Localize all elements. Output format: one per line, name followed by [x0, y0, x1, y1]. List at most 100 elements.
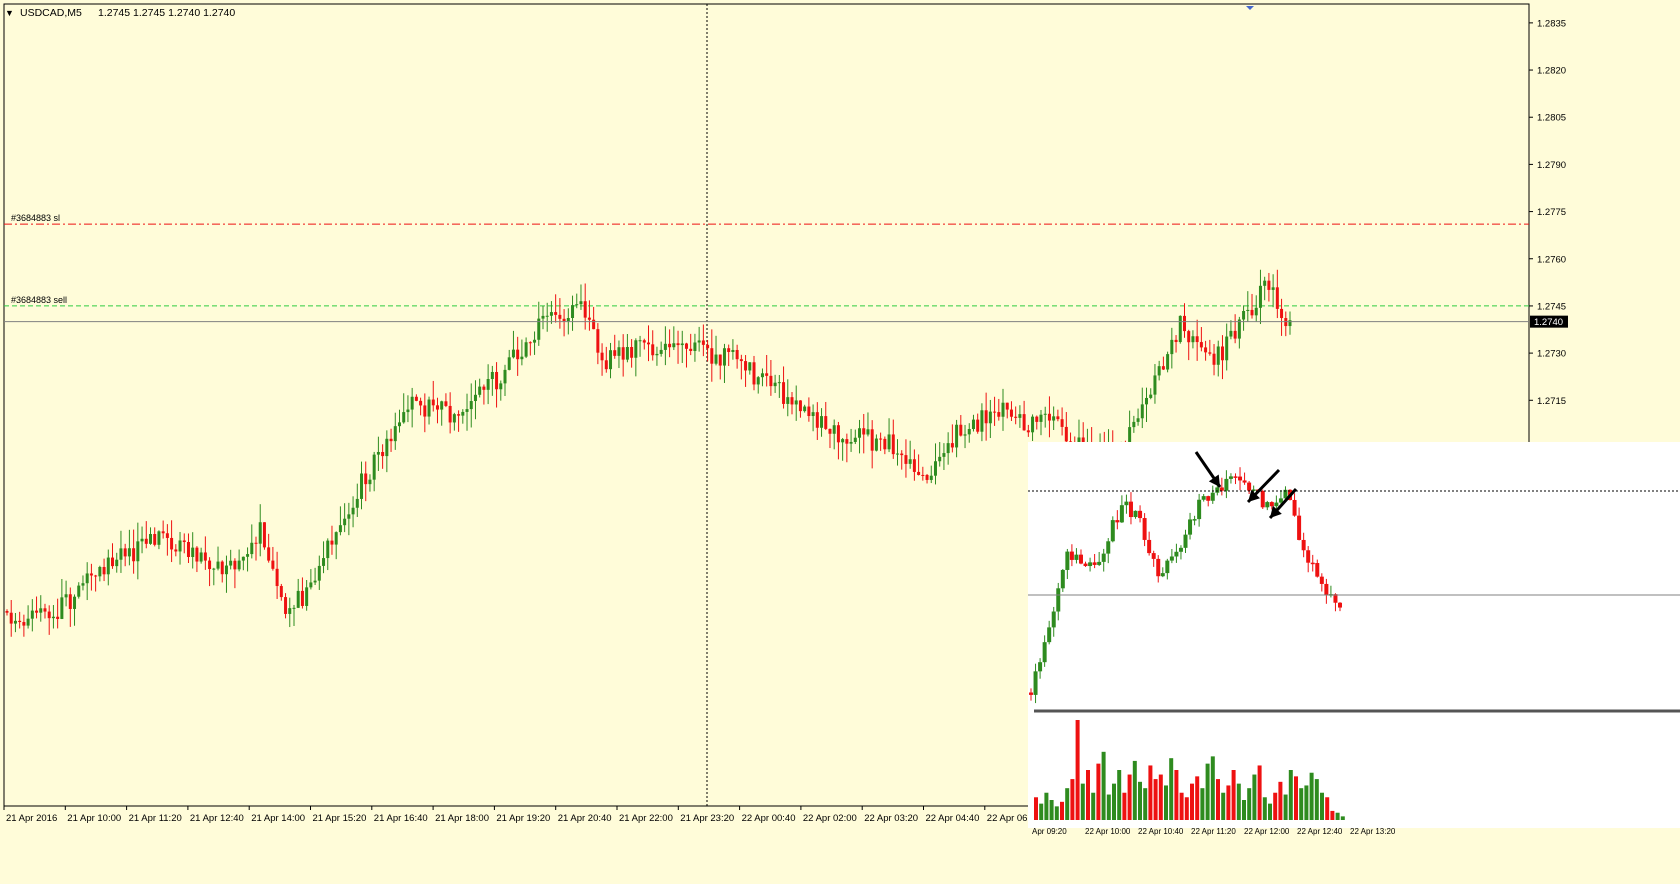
candle-body — [461, 411, 465, 416]
time-tick-label: 22 Apr 04:40 — [926, 813, 980, 824]
candle-body — [925, 474, 929, 480]
candle-body — [647, 342, 650, 345]
candle-body — [571, 305, 575, 319]
inset-candle-body — [1242, 480, 1247, 483]
candle-body — [1018, 414, 1022, 418]
volume-bar — [1039, 803, 1044, 820]
arrow-head — [1248, 489, 1260, 502]
candle-body — [642, 340, 646, 343]
candle-body — [174, 549, 178, 552]
candle-body — [305, 587, 309, 606]
time-tick-label: 21 Apr 22:00 — [619, 813, 673, 824]
candle-body — [195, 547, 199, 562]
candle-body — [136, 541, 140, 562]
candle-body — [85, 573, 89, 584]
candle-body — [933, 461, 937, 476]
candle-body — [1140, 404, 1144, 419]
candle-body — [254, 542, 258, 544]
candle-body — [1043, 413, 1047, 415]
candle-body — [376, 451, 380, 455]
candle-body — [832, 425, 836, 434]
candle-body — [756, 377, 760, 385]
time-tick-label: 21 Apr 23:20 — [680, 813, 734, 824]
candle-body — [258, 522, 262, 544]
volume-bar — [1278, 781, 1283, 820]
candle-body — [13, 620, 17, 624]
scroll-marker-icon[interactable] — [1246, 6, 1254, 10]
annotation-arrow — [1246, 468, 1281, 504]
candle-body — [710, 348, 714, 364]
candle-body — [1271, 287, 1275, 290]
price-tick-label: 1.2745 — [1537, 301, 1566, 312]
candle-body — [490, 371, 494, 380]
candle-body — [541, 315, 545, 319]
volume-bar — [1325, 797, 1330, 820]
candle-body — [735, 349, 739, 360]
inset-candle-body — [1056, 588, 1061, 612]
volume-bar — [1153, 779, 1158, 820]
inset-candle-body — [1192, 519, 1197, 521]
candle-body — [1225, 336, 1229, 361]
inset-candle-body — [1269, 502, 1274, 507]
inset-candle-body — [1128, 501, 1133, 518]
candle-body — [533, 339, 537, 343]
time-tick-label: 22 Apr 02:00 — [803, 813, 857, 824]
candle-body — [769, 375, 773, 387]
candle-body — [1170, 339, 1174, 355]
main-price-chart[interactable]: #3684883 sl #3684883 sell — [3, 3, 1530, 807]
inset-candle-body — [1029, 692, 1033, 695]
candle-body — [216, 561, 220, 569]
time-tick-label: 21 Apr 16:40 — [374, 813, 428, 824]
candle-body — [638, 340, 642, 342]
candle-body — [402, 412, 406, 423]
candle-body — [144, 538, 148, 544]
candle-body — [1035, 416, 1039, 422]
candle-body — [98, 566, 102, 577]
candle-body — [777, 382, 781, 384]
candle-body — [625, 347, 629, 360]
volume-bar — [1257, 765, 1262, 820]
inset-candle-body — [1147, 539, 1152, 554]
candle-body — [157, 531, 161, 545]
candle-body — [1174, 339, 1178, 343]
volume-bar — [1309, 772, 1314, 820]
candle-body — [794, 400, 798, 405]
candle-body — [381, 451, 385, 457]
candle-body — [587, 317, 591, 320]
candle-body — [929, 475, 933, 480]
time-tick-label: 21 Apr 2016 — [6, 813, 57, 824]
time-tick-label: 21 Apr 11:20 — [129, 813, 182, 824]
candle-body — [917, 471, 921, 475]
candle-body — [414, 396, 418, 401]
candle-body — [148, 534, 152, 544]
candle-body — [663, 343, 667, 350]
candle-body — [853, 437, 857, 442]
volume-bar — [1091, 792, 1096, 820]
candle-body — [1039, 414, 1043, 422]
candle-body — [609, 350, 613, 370]
arrow-head — [1208, 474, 1220, 487]
candle-body — [950, 443, 954, 448]
volume-bar — [1106, 794, 1111, 820]
inset-candle-body — [1306, 550, 1311, 563]
inset-time-label: 22 Apr 10:40 — [1138, 827, 1184, 836]
volume-bar — [1034, 797, 1038, 820]
time-tick-label: 21 Apr 14:00 — [251, 813, 305, 824]
inset-candle-body — [1310, 562, 1315, 565]
candle-body — [836, 425, 840, 443]
time-tick-label: 21 Apr 10:00 — [67, 813, 121, 824]
candle-body — [486, 379, 490, 390]
candle-body — [30, 610, 34, 619]
volume-bar — [1330, 810, 1335, 820]
candle-body — [1153, 375, 1157, 395]
volume-bar — [1247, 788, 1252, 820]
candle-body — [250, 542, 254, 555]
candle-body — [651, 344, 655, 356]
candle-body — [1064, 426, 1068, 442]
candle-body — [1263, 280, 1267, 286]
candle-body — [275, 568, 279, 587]
volume-bar — [1288, 770, 1293, 820]
candle-body — [828, 428, 832, 434]
candle-body — [1204, 347, 1208, 353]
collapse-arrow-icon[interactable]: ▼ — [5, 8, 14, 18]
